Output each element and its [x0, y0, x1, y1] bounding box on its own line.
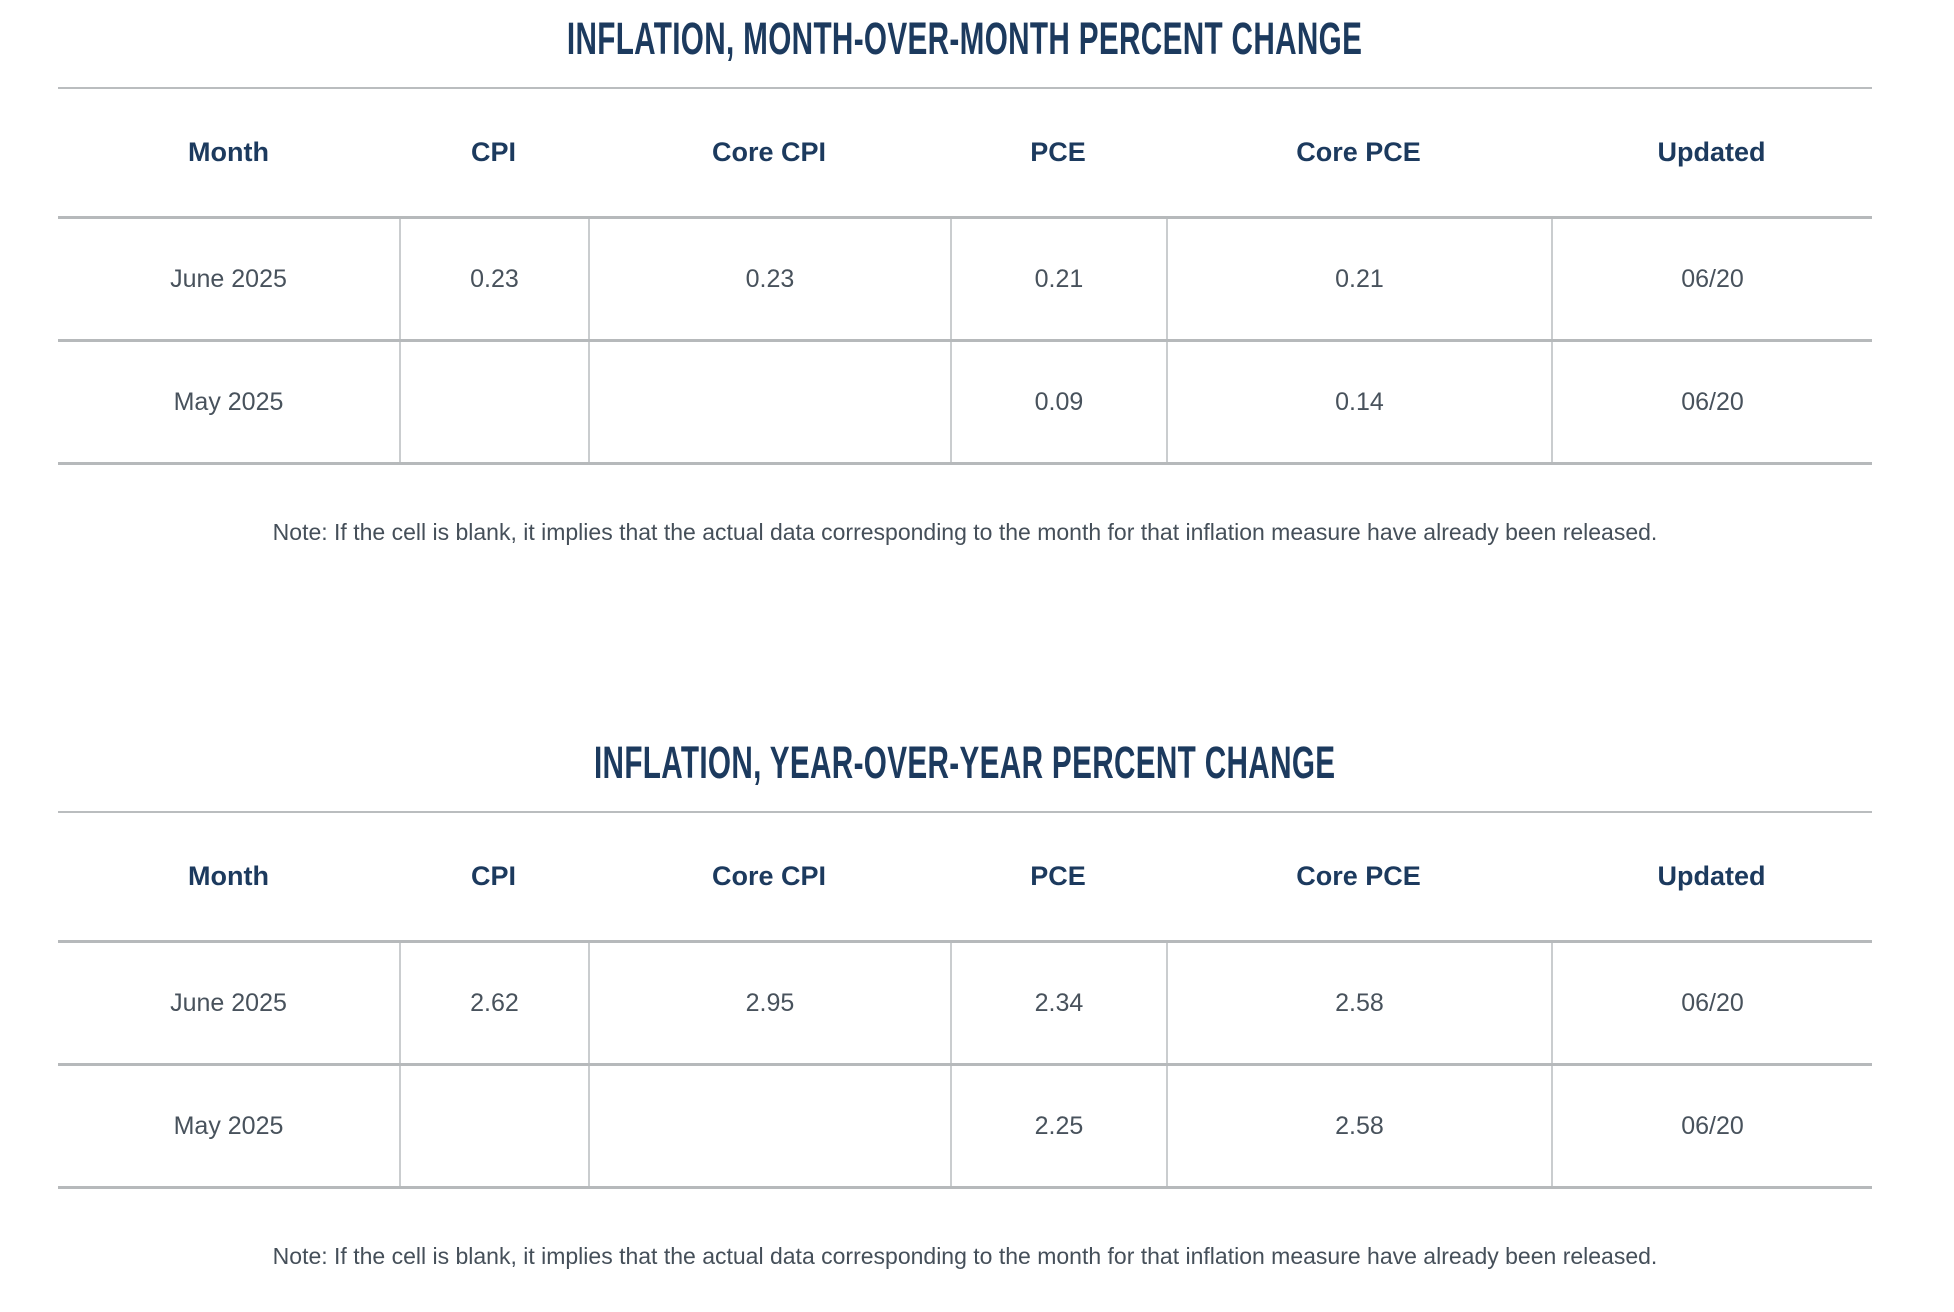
yoy-header-row: Month CPI Core CPI PCE Core PCE Updated: [58, 813, 1872, 943]
table-cell: 2.58: [1166, 1066, 1551, 1186]
row-label: May 2025: [173, 387, 284, 416]
column-header-month: Month: [188, 861, 269, 891]
table-cell: [588, 1066, 950, 1186]
table-cell: 2.58: [1166, 943, 1551, 1063]
table-cell: 0.21: [1166, 219, 1551, 339]
table-cell: [399, 342, 588, 462]
table-cell: 2.95: [588, 943, 950, 1063]
column-header-core-cpi: Core CPI: [711, 861, 827, 891]
column-header-pce: PCE: [1030, 861, 1086, 891]
table-cell: 2.62: [399, 943, 588, 1063]
table-cell: [399, 1066, 588, 1186]
column-header-month: Month: [188, 137, 269, 167]
table-cell: 2.34: [950, 943, 1166, 1063]
table-cell: [588, 342, 950, 462]
row-label: June 2025: [170, 988, 287, 1017]
table-cell: 06/20: [1551, 1066, 1872, 1186]
table-cell: 0.21: [950, 219, 1166, 339]
yoy-table-section: INFLATION, YEAR-OVER-YEAR PERCENT CHANGE…: [58, 724, 1872, 1270]
mom-table-title: INFLATION, MONTH-OVER-MONTH PERCENT CHAN…: [58, 0, 1872, 89]
mom-row-june-2025: June 2025 0.23 0.23 0.21 0.21 06/20: [58, 219, 1872, 342]
column-header-core-pce: Core PCE: [1296, 861, 1421, 891]
mom-table-title-text: INFLATION, MONTH-OVER-MONTH PERCENT CHAN…: [567, 12, 1363, 64]
column-header-core-cpi: Core CPI: [711, 137, 827, 167]
table-cell: 0.09: [950, 342, 1166, 462]
table-cell: 0.14: [1166, 342, 1551, 462]
table-cell: 2.25: [950, 1066, 1166, 1186]
column-header-updated: Updated: [1657, 861, 1766, 891]
column-header-cpi: CPI: [470, 137, 516, 167]
table-cell: 0.23: [588, 219, 950, 339]
mom-table-note: Note: If the cell is blank, it implies t…: [272, 519, 1658, 545]
yoy-table-title: INFLATION, YEAR-OVER-YEAR PERCENT CHANGE: [58, 724, 1872, 813]
table-cell: 06/20: [1551, 219, 1872, 339]
yoy-row-june-2025: June 2025 2.62 2.95 2.34 2.58 06/20: [58, 943, 1872, 1066]
table-cell: 06/20: [1551, 943, 1872, 1063]
row-label: May 2025: [173, 1111, 284, 1140]
table-cell: 06/20: [1551, 342, 1872, 462]
mom-header-row: Month CPI Core CPI PCE Core PCE Updated: [58, 89, 1872, 219]
column-header-updated: Updated: [1657, 137, 1766, 167]
table-cell: 0.23: [399, 219, 588, 339]
column-header-cpi: CPI: [470, 861, 516, 891]
yoy-table-note: Note: If the cell is blank, it implies t…: [272, 1243, 1658, 1269]
mom-table-section: INFLATION, MONTH-OVER-MONTH PERCENT CHAN…: [58, 0, 1872, 546]
column-header-pce: PCE: [1030, 137, 1086, 167]
mom-row-may-2025: May 2025 0.09 0.14 06/20: [58, 342, 1872, 465]
row-label: June 2025: [170, 264, 287, 293]
column-header-core-pce: Core PCE: [1296, 137, 1421, 167]
yoy-row-may-2025: May 2025 2.25 2.58 06/20: [58, 1066, 1872, 1189]
yoy-table-title-text: INFLATION, YEAR-OVER-YEAR PERCENT CHANGE: [594, 736, 1336, 788]
